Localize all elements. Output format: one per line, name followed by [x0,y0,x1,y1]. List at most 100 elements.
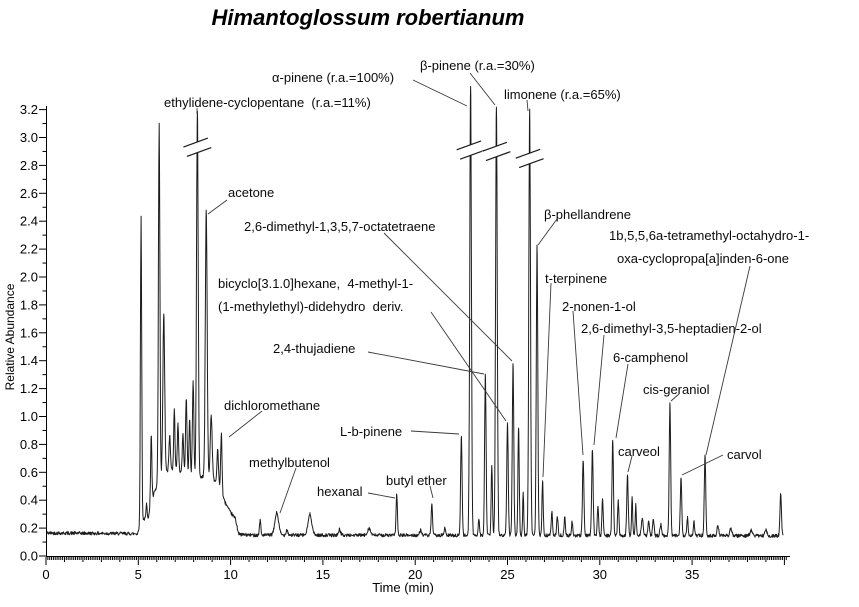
y-tick-label: 1.6 [20,325,38,340]
x-tick-label: 0 [42,567,49,582]
peak-label-butyl-ether: butyl ether [386,469,447,492]
y-tick-label: 2.4 [20,214,38,229]
leader-line-hexanal [367,492,396,499]
leader-line-butyl-ether [429,485,434,499]
peak-label-text: carveol [618,444,660,459]
peak-label-text: methylbutenol [249,455,330,470]
peak-label-text: 2-nonen-1-ol [562,299,636,314]
y-tick-label: 0.0 [20,549,38,564]
leader-line-beta-pinene [469,72,496,106]
y-tick-label: 0.6 [20,465,38,480]
peak-label-text: 6-camphenol [613,350,689,365]
y-tick-label: 2.0 [20,270,38,285]
peak-label-text: ethylidene-cyclopentane (r.a.=11%) [164,95,371,110]
y-axis-label: Relative Abundance [3,283,17,391]
leader-line-acetone [207,199,228,215]
y-tick-label: 0.2 [20,521,38,536]
peak-label-text: β-pinene (r.a.=30%) [420,58,535,73]
leader-line-camphenol [615,363,629,439]
peak-label-dichloromethane: dichloromethane [224,394,320,417]
axis-break-marks [182,137,545,169]
y-tick-label: 1.0 [20,409,38,424]
peak-label-methylbutenol: methylbutenol [249,451,330,474]
x-tick-label: 10 [223,567,237,582]
peak-label-beta-phellandrene: β-phellandrene [544,203,631,226]
peak-label-tetramethyl-inden-one: 1b,5,5,6a-tetramethyl-octahydro-1- oxa-cy… [609,224,809,270]
x-tick-label: 25 [500,567,514,582]
leader-line-tetramethyl-inden-one [705,265,751,456]
peak-label-text: dichloromethane [224,398,321,413]
peak-label-beta-pinene: β-pinene (r.a.=30%) [420,54,535,77]
peak-label-thujadiene: 2,4-thujadiene [273,337,355,360]
peak-label-text: hexanal [317,484,363,499]
x-tick-label: 30 [593,567,607,582]
peak-label-text: 2,6-dimethyl-3,5-heptadien-2-ol [581,321,762,336]
y-tick-label: 3.0 [20,130,38,145]
peak-label-bicyclohexane-deriv: bicyclo[3.1.0]hexane, 4-methyl-1- (1-meth… [218,272,413,318]
x-tick-label: 5 [135,567,142,582]
leader-line-l-b-pinene [410,430,460,435]
peak-label-carveol: carveol [618,440,660,463]
peak-label-text: cis-geraniol [643,382,710,397]
peak-label-cis-geraniol: cis-geraniol [643,378,709,401]
peak-label-octatetraene: 2,6-dimethyl-1,3,5,7-octatetraene [244,215,436,238]
peak-label-text: (1-methylethyl)-didehydro deriv. [218,299,404,314]
y-tick-label: 1.2 [20,381,38,396]
peak-label-text: 2,4-thujadiene [273,341,356,356]
y-tick-label: 1.8 [20,297,38,312]
y-tick-label: 2.2 [20,242,38,257]
peak-label-alpha-pinene: α-pinene (r.a.=100%) [272,66,394,89]
leader-line-carvol [681,454,724,476]
y-tick-label: 1.4 [20,353,38,368]
leader-line-carveol [627,455,633,473]
peak-label-acetone: acetone [228,181,274,204]
y-axis: 0.0 0.2 0.4 0.6 0.8 1.0 1.2 1.4 1.6 1.8 2.0 2.2 2.4 2… [20,102,47,564]
leader-line-octatetraene [383,232,513,362]
peak-label-text: L-b-pinene [340,424,403,439]
peak-label-text: 1b,5,5,6a-tetramethyl-octahydro-1- [609,228,810,243]
leader-line-bicyclohexane-deriv [430,311,507,422]
peak-label-text: β-phellandrene [544,207,631,222]
leader-line-limonene [526,99,529,112]
y-tick-label: 2.8 [20,158,38,173]
x-tick-label: 15 [316,567,330,582]
leader-lines [196,72,751,514]
peak-label-text: limonene (r.a.=65%) [504,87,621,102]
leader-line-thujadiene [367,351,485,375]
peak-label-text: acetone [228,185,275,200]
x-axis-label: Time (min) [372,580,434,595]
y-tick-label: 0.8 [20,437,38,452]
peak-label-heptadien-2-ol: 2,6-dimethyl-3,5-heptadien-2-ol [581,317,762,340]
x-tick-label: 35 [685,567,699,582]
peak-label-text: oxa-cyclopropa[a]inden-6-one [617,251,789,266]
y-tick-label: 2.6 [20,186,38,201]
x-tick-label: 20 [408,567,422,582]
y-tick-label: 0.4 [20,493,38,508]
peak-label-limonene: limonene (r.a.=65%) [504,83,621,106]
chart-title: Himantoglossum robertianum [211,5,525,30]
peak-label-text: α-pinene (r.a.=100%) [272,70,395,85]
leader-line-dichloromethane [228,410,263,438]
leader-line-heptadien-2-ol [593,334,605,446]
trace-line [46,85,784,538]
y-tick-label: 3.2 [20,102,38,117]
peak-label-nonen-1-ol: 2-nonen-1-ol [562,295,636,318]
peak-label-hexanal: hexanal [317,480,363,503]
peak-label-l-b-pinene: L-b-pinene [340,420,402,443]
leader-line-beta-phellandrene [537,218,558,246]
peak-label-text: butyl ether [386,473,447,488]
leader-line-t-terpinene [542,282,552,478]
leader-line-cis-geraniol [670,393,680,402]
peak-label-carvol: carvol [727,443,762,466]
leader-line-methylbutenol [279,467,297,514]
peak-label-text: bicyclo[3.1.0]hexane, 4-methyl-1- [218,276,414,291]
leader-line-alpha-pinene [412,79,468,107]
peak-label-text: 2,6-dimethyl-1,3,5,7-octatetraene [244,219,436,234]
peak-label-ethylidene-cyclopentane: ethylidene-cyclopentane (r.a.=11%) [164,91,371,114]
leader-line-nonen-1-ol [572,310,584,456]
peak-label-text: t-terpinene [545,271,608,286]
peak-label-camphenol: 6-camphenol [613,346,688,369]
peak-label-t-terpinene: t-terpinene [545,267,607,290]
